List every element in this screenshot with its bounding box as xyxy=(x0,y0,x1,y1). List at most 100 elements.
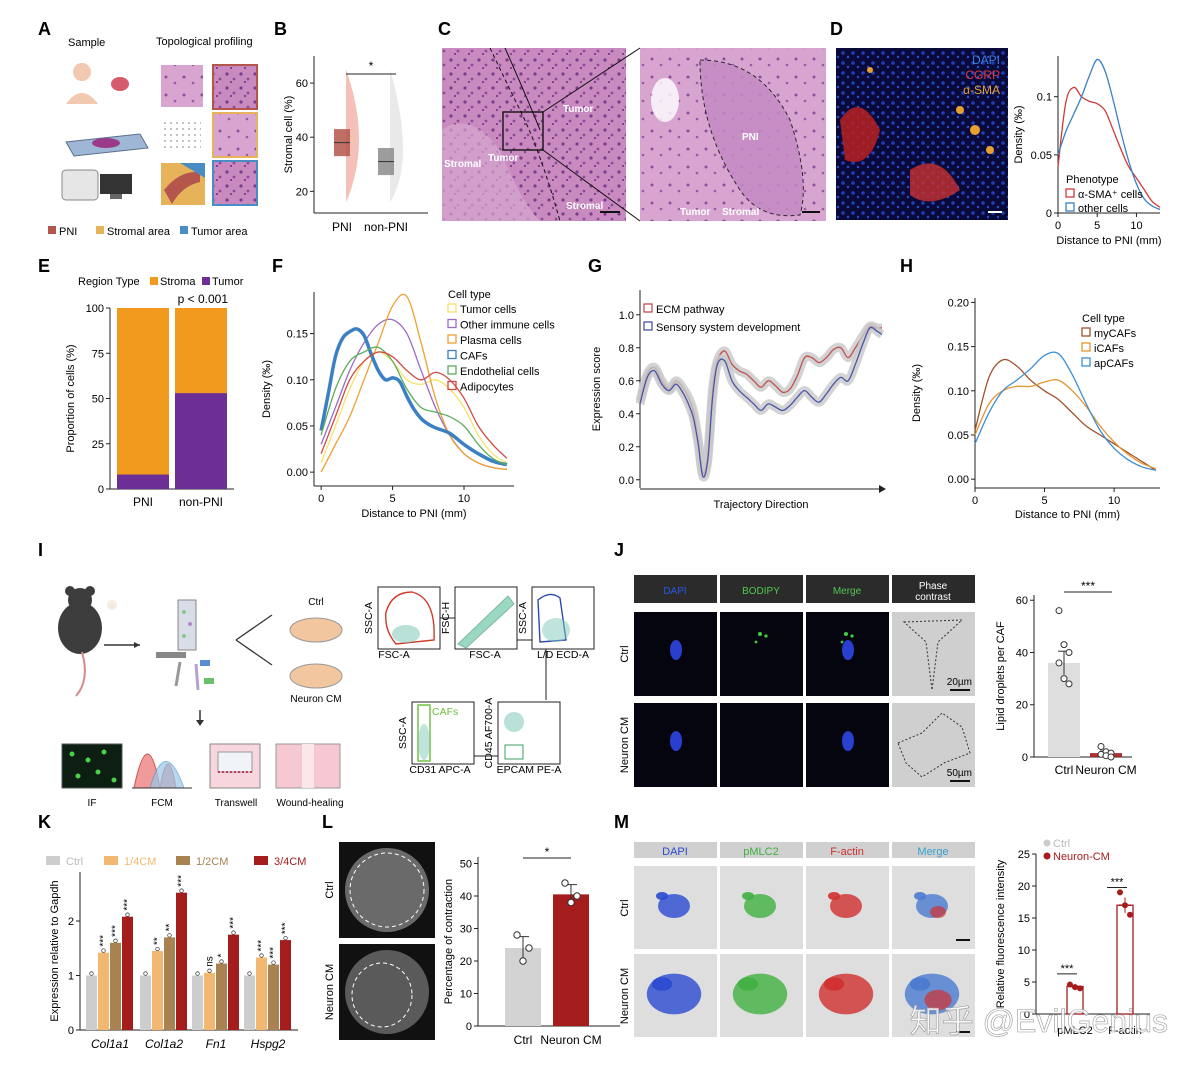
column-label: pMLC2 xyxy=(743,846,778,858)
row-label: Ctrl xyxy=(619,645,631,662)
y-tick-label: 0.00 xyxy=(287,467,308,479)
spot-grid xyxy=(161,65,205,205)
panel-letter-a: A xyxy=(38,19,51,39)
y-axis-label: Relative fluorescence intensity xyxy=(995,859,1007,1008)
cell-outline xyxy=(902,619,964,691)
bar-col1a1 xyxy=(122,916,133,1030)
series-line-cafs xyxy=(319,327,508,467)
y-tick-label: 40 xyxy=(460,891,472,903)
x-tick-label: 5 xyxy=(1041,495,1047,507)
panel-a: Sample Topological profiling PNI Stromal … xyxy=(48,36,258,238)
column-label: BODIPY xyxy=(742,586,780,597)
legend-label: Sensory system development xyxy=(656,322,800,334)
panel-l-images: Ctrl Neuron CM xyxy=(324,842,435,1040)
y-tick-label: 0.1 xyxy=(1037,92,1052,104)
legend-label: Endothelial cells xyxy=(460,366,540,378)
y-tick-label: 10 xyxy=(1018,945,1030,957)
data-point xyxy=(1072,984,1078,991)
x-tick-label: 0 xyxy=(972,495,978,507)
l-row-ctrl: Ctrl xyxy=(324,881,336,898)
y-tick-label: 50 xyxy=(92,394,104,406)
column-header xyxy=(720,842,803,858)
data-point xyxy=(155,946,160,952)
lipid-droplet xyxy=(764,634,768,638)
data-point xyxy=(231,930,236,935)
y-tick-label: 0 xyxy=(1024,1009,1030,1021)
lipid-droplet xyxy=(840,640,844,644)
x-tick-label: 5 xyxy=(390,493,396,505)
bar-stroma xyxy=(175,308,227,394)
gene-label: Col1a1 xyxy=(91,1037,129,1051)
column-label: DAPI xyxy=(663,586,686,597)
nucleus xyxy=(670,731,682,751)
data-point xyxy=(247,971,252,976)
bar-col1a1 xyxy=(110,942,121,1030)
micrograph xyxy=(892,703,975,787)
assay-wound-label: Wound-healing xyxy=(276,798,343,809)
legend-label: 1/4CM xyxy=(124,856,156,868)
legend-title: Cell type xyxy=(448,289,491,301)
cell-blob xyxy=(737,977,759,991)
legend-swatch xyxy=(643,321,653,331)
gate-5-x: EPCAM PE-A xyxy=(497,764,562,776)
panel-letter-m: M xyxy=(614,812,629,832)
series-line-plasma-cells xyxy=(320,293,507,473)
y-tick-label: 0.2 xyxy=(619,442,634,454)
sig-label: *** xyxy=(99,935,110,947)
data-point xyxy=(259,953,264,958)
data-point xyxy=(1067,981,1073,988)
cell-blob xyxy=(658,894,690,918)
data-point xyxy=(125,912,130,917)
panel-d-density-chart: 0 0.05 0.1 0 5 10 Distance to PNI (mm) Density … xyxy=(1013,56,1162,247)
legend-swatch xyxy=(176,856,190,865)
y-tick-label: 20 xyxy=(296,186,308,198)
data-point xyxy=(207,968,212,973)
category-label: non-PNI xyxy=(364,220,408,234)
legend-swatch xyxy=(1043,839,1051,847)
series-line-icafs xyxy=(974,379,1157,470)
data-point xyxy=(143,971,148,976)
data-point xyxy=(179,888,184,893)
watermark: 知乎 @EvilGenius xyxy=(910,1003,1168,1039)
y-tick-label: 20 xyxy=(1016,700,1028,712)
legend-title: Region Type xyxy=(78,276,140,288)
data-point xyxy=(1055,607,1063,615)
assay-fcm: FCM xyxy=(132,753,192,809)
scalebar-label: 20µm xyxy=(947,677,972,688)
legend-title: Phenotype xyxy=(1066,174,1119,186)
data-point xyxy=(113,938,118,943)
bar-tumor xyxy=(117,474,169,489)
column-label: Phase xyxy=(919,581,948,592)
cell-blob xyxy=(742,892,754,900)
bar-col1a2 xyxy=(164,937,175,1030)
zoom-box xyxy=(502,111,544,151)
micrograph xyxy=(892,612,975,696)
gate-4-y: SSC-A xyxy=(397,717,409,749)
panel-letter-k: K xyxy=(38,812,51,832)
data-point xyxy=(1107,753,1115,761)
panel-letter-c: C xyxy=(438,19,451,39)
violin-half xyxy=(346,69,359,203)
legend-swatch xyxy=(1065,202,1075,212)
data-point xyxy=(567,898,575,907)
cell-blob xyxy=(823,977,845,991)
gene-label: Col1a2 xyxy=(145,1037,183,1051)
legend-swatch xyxy=(1081,342,1091,352)
data-point xyxy=(561,879,569,887)
gate-plot-5 xyxy=(497,701,561,765)
legend-label: iCAFs xyxy=(1094,343,1124,355)
gate-5-y: CD45 AF700-A xyxy=(483,698,495,769)
bar-hspg2 xyxy=(268,964,279,1030)
data-point xyxy=(519,957,527,965)
legend-label: Tumor area xyxy=(191,226,248,238)
assay-transwell-label: Transwell xyxy=(215,798,257,809)
y-axis-label: Lipid droplets per CAF xyxy=(995,621,1007,731)
stain-label-asma: α-SMA xyxy=(963,83,1000,97)
y-tick-label: 40 xyxy=(1016,647,1028,659)
legend-label: myCAFs xyxy=(1094,328,1137,340)
y-tick-label: 0 xyxy=(1046,208,1052,220)
data-point xyxy=(195,971,200,976)
data-point xyxy=(1065,648,1073,656)
pni-tile xyxy=(212,64,258,110)
lipid-droplet xyxy=(754,640,758,644)
